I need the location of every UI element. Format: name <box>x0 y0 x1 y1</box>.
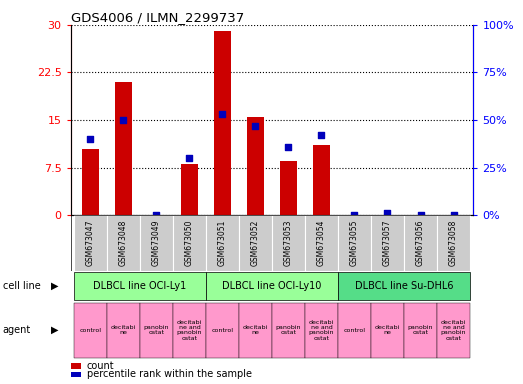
Text: panobin
ostat: panobin ostat <box>144 325 169 336</box>
Text: GSM673056: GSM673056 <box>416 220 425 266</box>
Point <box>383 210 392 216</box>
Bar <box>313 146 329 215</box>
Text: decitabi
ne and
panobin
ostat: decitabi ne and panobin ostat <box>177 319 202 341</box>
Point <box>317 132 326 138</box>
Bar <box>305 303 338 358</box>
Point <box>86 136 95 142</box>
Bar <box>71 372 81 377</box>
Text: ▶: ▶ <box>51 325 59 335</box>
Bar <box>404 215 437 271</box>
Text: ▶: ▶ <box>51 281 59 291</box>
Bar <box>181 164 198 215</box>
Text: DLBCL line OCI-Ly10: DLBCL line OCI-Ly10 <box>222 281 322 291</box>
Point <box>152 212 161 218</box>
Bar <box>115 82 132 215</box>
Text: GSM673048: GSM673048 <box>119 220 128 266</box>
Bar <box>437 303 470 358</box>
Bar <box>338 215 371 271</box>
Text: GSM673054: GSM673054 <box>317 220 326 266</box>
Point <box>416 212 425 218</box>
Text: decitabi
ne and
panobin
ostat: decitabi ne and panobin ostat <box>309 319 334 341</box>
Point <box>449 212 458 218</box>
Bar <box>82 149 99 215</box>
Text: GSM673052: GSM673052 <box>251 220 260 266</box>
Bar <box>140 303 173 358</box>
Text: panobin
ostat: panobin ostat <box>276 325 301 336</box>
Bar <box>206 303 239 358</box>
Bar <box>404 303 437 358</box>
Point <box>119 117 128 123</box>
Bar <box>214 31 231 215</box>
Text: cell line: cell line <box>3 281 40 291</box>
Point <box>285 144 293 150</box>
Text: control: control <box>344 328 366 333</box>
Point <box>218 111 226 118</box>
Text: decitabi
ne and
panobin
ostat: decitabi ne and panobin ostat <box>441 319 467 341</box>
Text: GSM673051: GSM673051 <box>218 220 227 266</box>
Text: decitabi
ne: decitabi ne <box>111 325 136 336</box>
Text: DLBCL line OCI-Ly1: DLBCL line OCI-Ly1 <box>93 281 187 291</box>
Bar <box>206 272 338 300</box>
Text: control: control <box>79 328 101 333</box>
Text: GSM673057: GSM673057 <box>383 220 392 266</box>
Text: percentile rank within the sample: percentile rank within the sample <box>87 369 252 379</box>
Point <box>185 155 194 161</box>
Text: count: count <box>87 361 115 371</box>
Bar <box>107 215 140 271</box>
Text: control: control <box>211 328 233 333</box>
Text: decitabi
ne: decitabi ne <box>243 325 268 336</box>
Bar <box>71 363 81 369</box>
Bar <box>239 303 272 358</box>
Text: panobin
ostat: panobin ostat <box>408 325 433 336</box>
Bar <box>239 215 272 271</box>
Bar <box>371 303 404 358</box>
Text: GSM673055: GSM673055 <box>350 220 359 266</box>
Bar <box>206 215 239 271</box>
Bar <box>173 303 206 358</box>
Text: DLBCL line Su-DHL6: DLBCL line Su-DHL6 <box>355 281 453 291</box>
Text: GSM673047: GSM673047 <box>86 220 95 266</box>
Bar <box>247 117 264 215</box>
Bar <box>173 215 206 271</box>
Text: GSM673049: GSM673049 <box>152 220 161 266</box>
Bar <box>74 272 206 300</box>
Bar <box>74 215 107 271</box>
Text: GSM673050: GSM673050 <box>185 220 194 266</box>
Bar <box>272 303 305 358</box>
Bar <box>107 303 140 358</box>
Text: agent: agent <box>3 325 31 335</box>
Bar <box>437 215 470 271</box>
Text: decitabi
ne: decitabi ne <box>375 325 400 336</box>
Point <box>350 212 359 218</box>
Bar <box>272 215 305 271</box>
Bar <box>371 215 404 271</box>
Text: GSM673058: GSM673058 <box>449 220 458 266</box>
Point <box>251 122 259 129</box>
Text: GDS4006 / ILMN_2299737: GDS4006 / ILMN_2299737 <box>71 11 244 24</box>
Text: GSM673053: GSM673053 <box>284 220 293 266</box>
Bar <box>305 215 338 271</box>
Bar <box>338 272 470 300</box>
Bar <box>140 215 173 271</box>
Bar <box>74 303 107 358</box>
Bar <box>338 303 371 358</box>
Bar <box>280 161 297 215</box>
